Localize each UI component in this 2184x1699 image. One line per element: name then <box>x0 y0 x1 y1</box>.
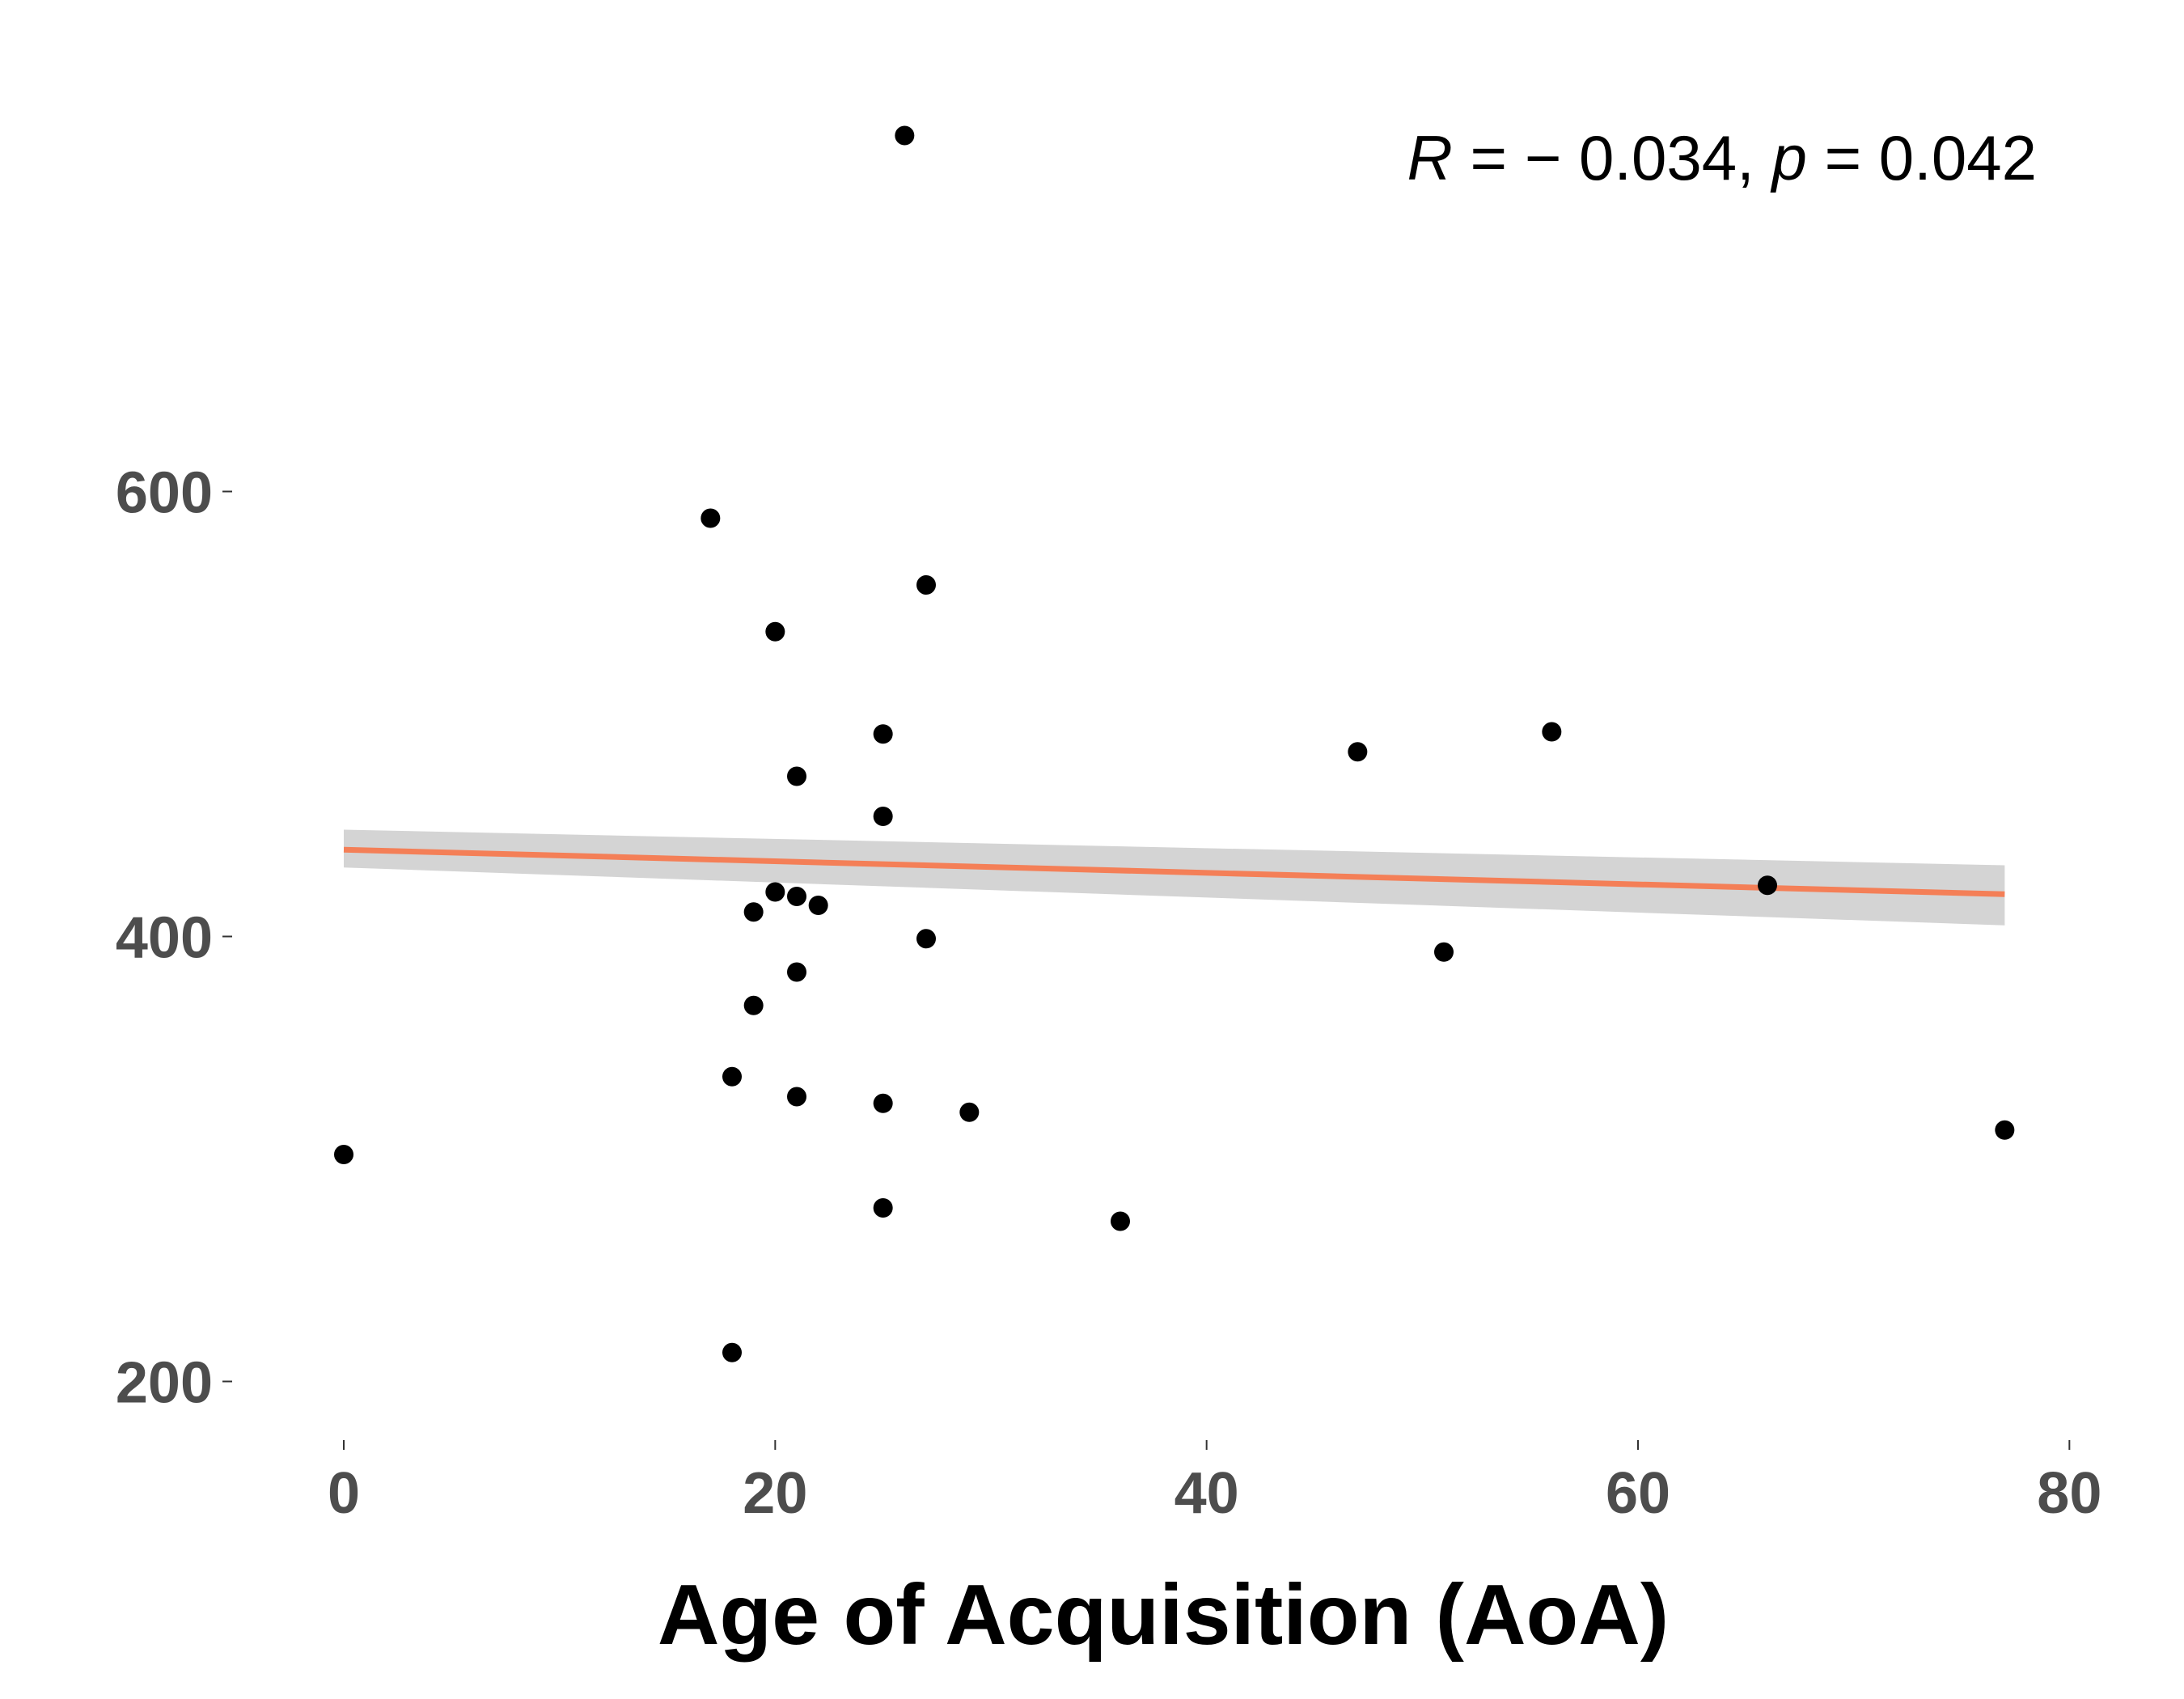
data-point <box>743 902 764 922</box>
data-point <box>959 1102 980 1122</box>
p-symbol: p <box>1771 122 1807 193</box>
r-value: = − 0.034, <box>1453 122 1772 193</box>
confidence-band-layer <box>344 829 2005 926</box>
confidence-band <box>344 829 2005 926</box>
x-axis: 0 20 40 60 80 <box>328 1440 2101 1526</box>
data-point <box>787 962 806 982</box>
data-point <box>895 125 915 146</box>
x-tick-label: 60 <box>1606 1461 1670 1526</box>
x-tick-label: 20 <box>743 1461 807 1526</box>
data-point <box>700 508 721 528</box>
regression-line-layer <box>343 846 2005 897</box>
data-point <box>787 766 806 786</box>
data-point <box>334 1145 353 1164</box>
data-points-layer <box>334 125 2015 1362</box>
data-point <box>916 575 936 595</box>
data-point <box>1111 1211 1130 1231</box>
data-point <box>1434 942 1454 962</box>
regression-line <box>343 846 2005 897</box>
y-tick-label: 600 <box>116 461 213 526</box>
x-tick-label: 80 <box>2037 1461 2101 1526</box>
x-axis-title: Age of Acquisition (AoA) <box>658 1567 1669 1663</box>
data-point <box>743 995 764 1015</box>
data-point <box>873 1198 893 1218</box>
p-value: = 0.042 <box>1807 122 2037 193</box>
y-tick-label: 200 <box>116 1351 213 1416</box>
y-tick-label: 400 <box>116 906 213 971</box>
correlation-annotation: R = − 0.034, p = 0.042 <box>1407 122 2037 193</box>
data-point <box>722 1066 742 1087</box>
data-point <box>1542 722 1562 742</box>
data-point <box>916 929 936 949</box>
data-point <box>873 724 893 744</box>
y-axis: 200 400 600 <box>116 461 232 1416</box>
r-symbol: R <box>1407 122 1453 193</box>
x-tick-label: 0 <box>328 1461 360 1526</box>
data-point <box>787 887 806 906</box>
x-tick-label: 40 <box>1175 1461 1239 1526</box>
data-point <box>787 1087 806 1107</box>
data-point <box>808 896 828 915</box>
data-point <box>765 882 785 902</box>
data-point <box>1348 742 1368 762</box>
data-point <box>1758 875 1777 896</box>
data-point <box>765 621 785 642</box>
data-point <box>873 807 893 826</box>
data-point <box>722 1342 742 1362</box>
data-point <box>1995 1120 2015 1140</box>
data-point <box>873 1093 893 1113</box>
